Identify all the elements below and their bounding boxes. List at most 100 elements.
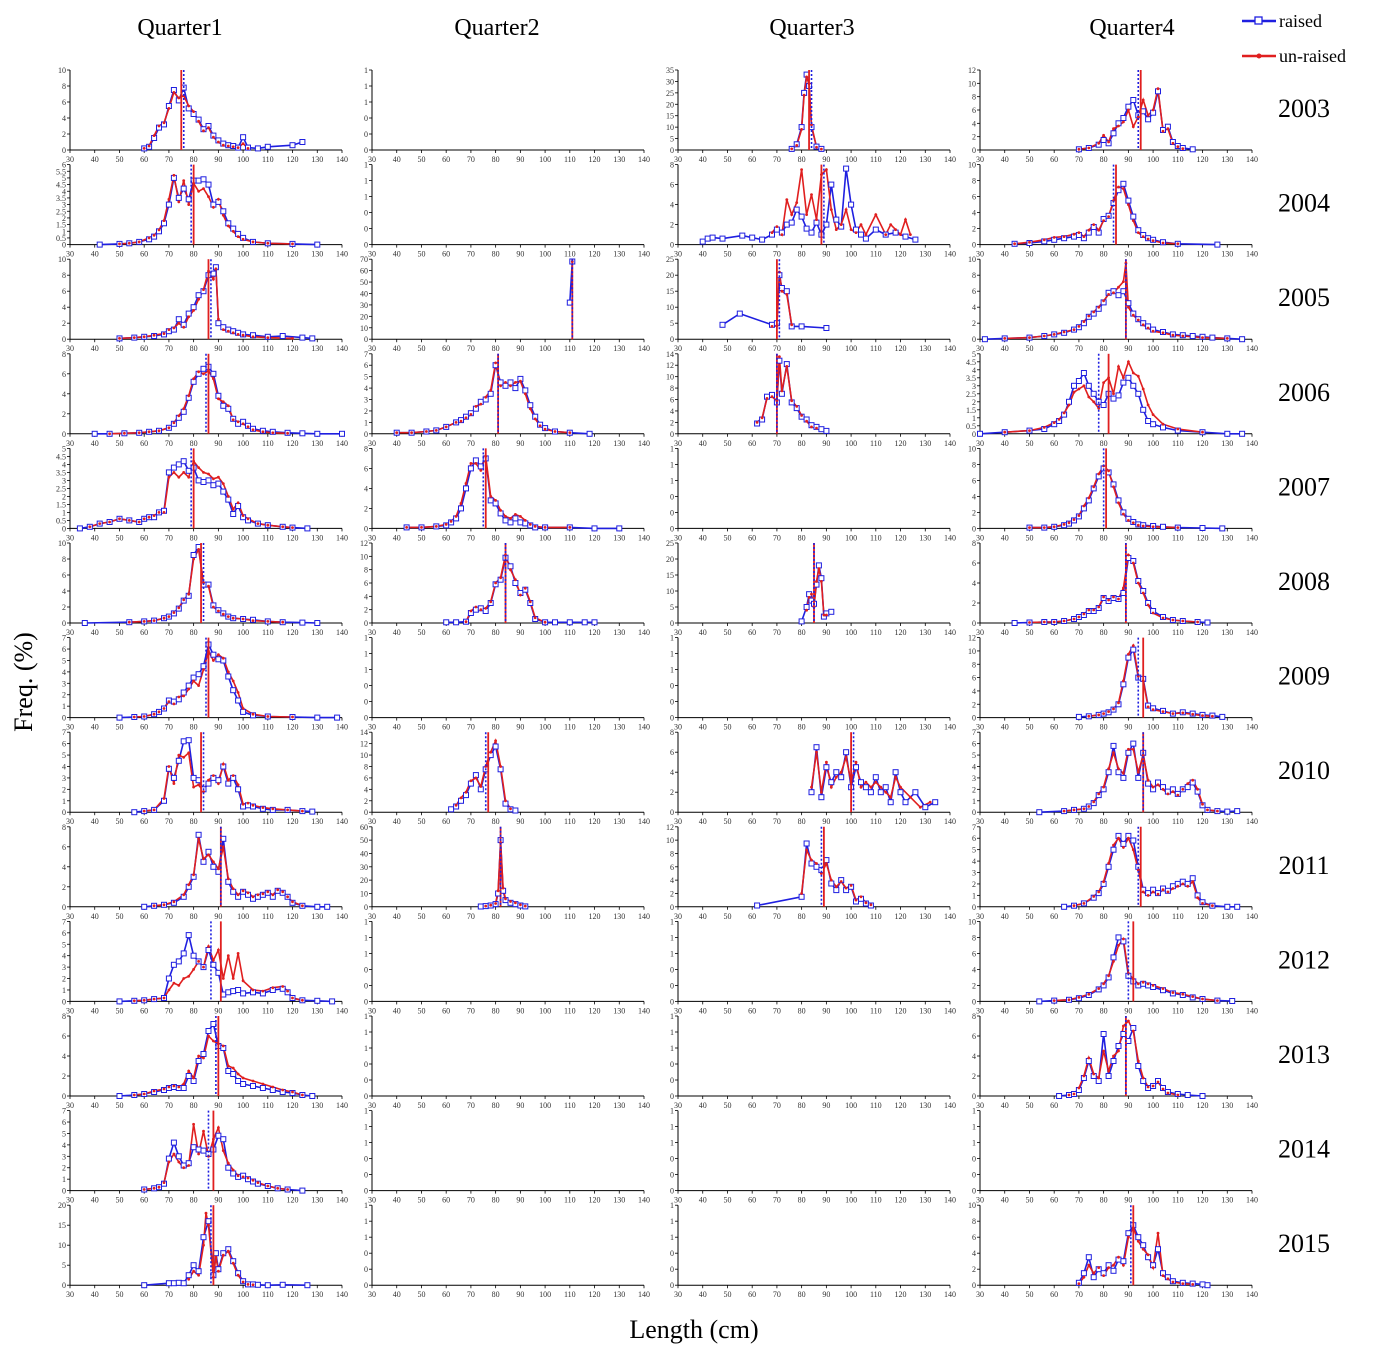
y-tick-label: 10 <box>360 889 368 898</box>
unraised-point <box>874 213 878 217</box>
y-tick-label: 4 <box>364 384 368 393</box>
y-tick-label: 0.5 <box>966 422 976 431</box>
raised-point <box>749 234 756 241</box>
unraised-point <box>1141 1076 1145 1080</box>
unraised-point <box>1131 219 1135 223</box>
series-raised-line <box>756 843 872 907</box>
year-label-2007: 2007 <box>1278 472 1330 501</box>
unraised-point <box>864 233 868 237</box>
x-tick-label: 140 <box>336 344 348 353</box>
x-tick-label: 140 <box>944 155 956 164</box>
x-tick-label: 70 <box>1075 1006 1083 1015</box>
x-tick-label: 90 <box>516 533 524 542</box>
unraised-point <box>207 945 210 948</box>
y-tick-label: 4 <box>364 592 368 601</box>
y-tick-label: 3 <box>62 476 66 485</box>
unraised-point <box>172 91 176 94</box>
x-tick-label: 40 <box>1001 250 1009 259</box>
y-tick-label: 5 <box>62 656 66 665</box>
raised-point <box>487 390 494 397</box>
y-tick-label: 1 <box>670 1123 674 1132</box>
x-tick-label: 70 <box>165 1101 173 1110</box>
unraised-point <box>1092 485 1096 489</box>
x-tick-label: 90 <box>214 1196 222 1205</box>
y-tick-label: 2.5 <box>56 207 66 216</box>
x-tick-label: 80 <box>798 1101 806 1110</box>
x-tick-label: 50 <box>115 344 123 353</box>
unraised-point <box>523 519 527 522</box>
y-tick-label: 10 <box>968 79 976 88</box>
raised-point <box>887 799 894 806</box>
unraised-point <box>261 989 265 993</box>
raised-point <box>1071 382 1077 389</box>
raised-point <box>165 975 172 982</box>
raised-point <box>517 519 524 526</box>
unraised-point <box>805 608 808 612</box>
unraised-point <box>231 331 235 335</box>
x-tick-label: 40 <box>1001 723 1009 732</box>
y-tick-label: 3 <box>972 869 976 878</box>
raised-point <box>314 430 321 437</box>
x-tick-label: 30 <box>368 439 376 448</box>
x-tick-label: 50 <box>1025 628 1033 637</box>
raised-point <box>299 430 306 437</box>
unraised-point <box>484 606 488 610</box>
raised-point <box>314 714 321 721</box>
x-tick-label: 60 <box>442 1196 450 1205</box>
unraised-point <box>132 715 136 719</box>
raised-point <box>443 619 450 626</box>
unraised-point <box>301 809 304 813</box>
raised-point <box>922 804 929 811</box>
x-tick-label: 50 <box>1025 723 1033 732</box>
raised-point <box>309 1093 316 1099</box>
x-tick-label: 60 <box>748 439 756 448</box>
x-tick-label: 60 <box>442 155 450 164</box>
unraised-point <box>226 404 230 408</box>
unraised-point <box>187 203 191 207</box>
unraised-point <box>1057 418 1061 421</box>
raised-point <box>1130 646 1137 653</box>
raised-point <box>1239 336 1246 343</box>
raised-point <box>195 177 202 184</box>
unraised-point <box>1097 305 1101 309</box>
unraised-point <box>241 802 245 806</box>
y-tick-label: 0 <box>972 1171 976 1180</box>
y-tick-label: 0 <box>62 1092 66 1101</box>
x-tick-label: 100 <box>539 250 551 259</box>
unraised-point <box>271 807 275 811</box>
unraised-point <box>780 233 784 237</box>
series-raised-line <box>1039 935 1233 1003</box>
x-tick-label: 40 <box>699 912 707 921</box>
unraised-point <box>1206 808 1209 812</box>
unraised-point <box>553 430 557 433</box>
x-tick-label: 120 <box>1197 250 1209 259</box>
unraised-point <box>1141 235 1145 239</box>
unraised-point <box>142 1188 146 1191</box>
x-tick-label: 110 <box>870 250 882 259</box>
unraised-point <box>1156 892 1160 896</box>
raised-point <box>180 1085 187 1091</box>
raised-point <box>314 903 321 910</box>
y-tick-label: 20 <box>666 100 674 109</box>
unraised-point <box>132 1093 136 1097</box>
x-tick-label: 50 <box>417 344 425 353</box>
unraised-point <box>1122 280 1125 283</box>
unraised-point <box>1107 598 1110 602</box>
unraised-point <box>839 770 843 774</box>
raised-point <box>299 139 306 145</box>
unraised-point <box>1171 712 1175 715</box>
x-tick-label: 90 <box>214 533 222 542</box>
unraised-point <box>1087 314 1091 318</box>
x-tick-label: 60 <box>1050 817 1058 826</box>
x-tick-label: 120 <box>287 1196 299 1205</box>
unraised-point <box>1087 1056 1091 1060</box>
y-tick-label: 6 <box>972 106 976 115</box>
x-tick-label: 120 <box>895 155 907 164</box>
raised-point <box>210 370 217 377</box>
unraised-point <box>212 135 215 139</box>
unraised-point <box>212 659 215 662</box>
